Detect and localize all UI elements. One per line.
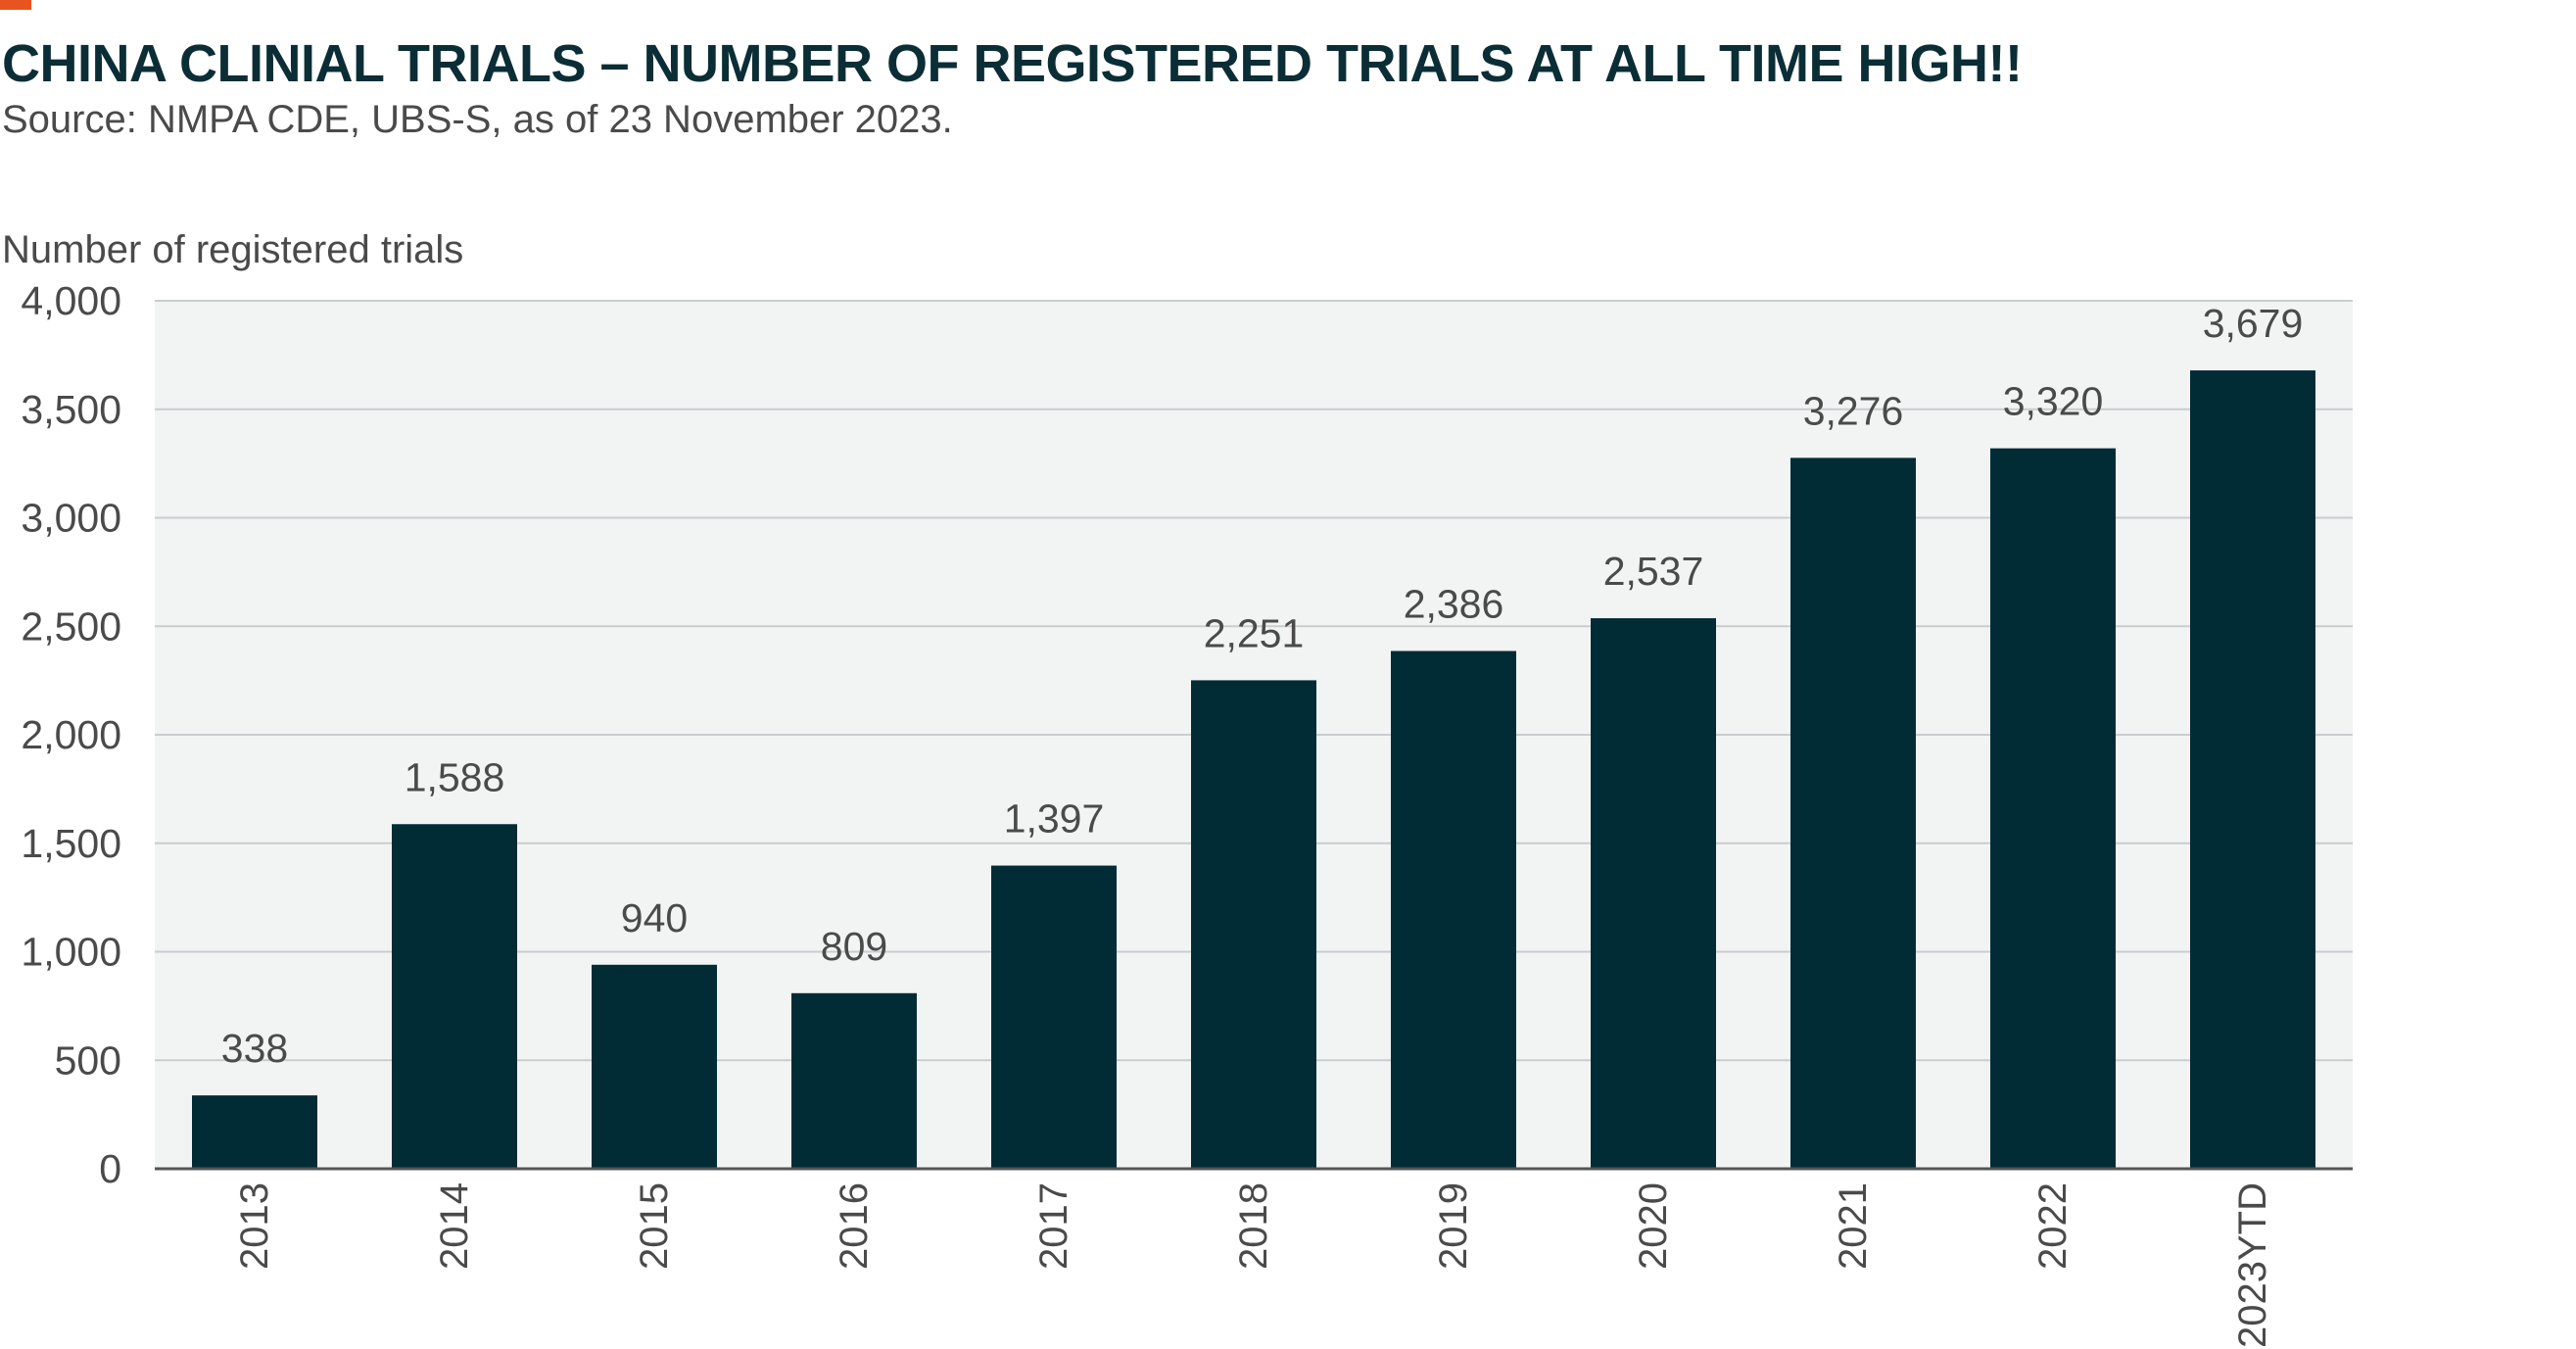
data-label-2022: 3,320 bbox=[2003, 379, 2104, 424]
x-tick-label: 2015 bbox=[633, 1182, 676, 1270]
data-label-2019: 2,386 bbox=[1404, 582, 1504, 627]
x-axis-tick-labels: 2013 2014 2015 2016 2017 2018 2019 2020 2021 2022… bbox=[233, 1182, 2274, 1348]
chart-title: CHINA CLINIAL TRIALS – NUMBER OF REGISTE… bbox=[2, 34, 2023, 93]
x-tick-label: 2019 bbox=[1432, 1182, 1475, 1270]
data-label-2017: 1,397 bbox=[1004, 796, 1105, 842]
bar-2015 bbox=[592, 964, 717, 1169]
x-tick-label: 2020 bbox=[1632, 1182, 1675, 1270]
x-tick-label: 2014 bbox=[433, 1182, 476, 1270]
bar-2019 bbox=[1391, 650, 1516, 1169]
bar-series bbox=[192, 370, 2315, 1170]
bar-2014 bbox=[392, 824, 517, 1169]
x-tick-label: 2018 bbox=[1232, 1182, 1275, 1270]
bar-2017 bbox=[991, 865, 1117, 1169]
bar-2018 bbox=[1191, 680, 1316, 1169]
y-tick-label: 3,000 bbox=[21, 496, 121, 541]
data-label-2021: 3,276 bbox=[1803, 388, 1904, 433]
x-tick-label: 2016 bbox=[833, 1182, 876, 1270]
bar-2023YTD bbox=[2190, 370, 2315, 1169]
data-labels: 338 1,588 940 809 1,397 2,251 2,386 2,537 3,276 3… bbox=[221, 301, 2304, 1071]
x-tick-label: 2023YTD bbox=[2231, 1182, 2274, 1348]
data-label-2023YTD: 3,679 bbox=[2203, 301, 2304, 346]
y-tick-label: 3,500 bbox=[21, 387, 121, 432]
y-tick-label: 4,000 bbox=[21, 278, 121, 323]
y-axis-label: Number of registered trials bbox=[2, 228, 463, 271]
y-tick-label: 1,000 bbox=[21, 930, 121, 975]
data-label-2015: 940 bbox=[621, 895, 688, 940]
bar-2016 bbox=[791, 992, 917, 1169]
y-axis-tick-labels: 0 500 1,000 1,500 2,000 2,500 3,000 3,500 4,000 bbox=[21, 278, 121, 1191]
y-tick-label: 2,500 bbox=[21, 603, 121, 649]
x-tick-label: 2021 bbox=[1832, 1182, 1875, 1270]
data-label-2013: 338 bbox=[221, 1026, 288, 1071]
y-tick-label: 1,500 bbox=[21, 821, 121, 866]
chart-source: Source: NMPA CDE, UBS-S, as of 23 Novemb… bbox=[2, 98, 953, 141]
bar-2022 bbox=[1990, 448, 2116, 1169]
bar-2013 bbox=[192, 1095, 317, 1169]
data-label-2018: 2,251 bbox=[1204, 610, 1305, 655]
x-tick-label: 2022 bbox=[2031, 1182, 2075, 1270]
data-label-2020: 2,537 bbox=[1603, 549, 1704, 594]
y-tick-label: 0 bbox=[99, 1146, 121, 1191]
x-tick-label: 2017 bbox=[1032, 1182, 1075, 1270]
y-tick-label: 2,000 bbox=[21, 712, 121, 757]
bar-2020 bbox=[1591, 618, 1716, 1169]
y-tick-label: 500 bbox=[55, 1037, 121, 1083]
x-tick-label: 2013 bbox=[233, 1182, 276, 1270]
data-label-2016: 809 bbox=[821, 924, 887, 969]
bar-2021 bbox=[1790, 458, 1916, 1170]
accent-mark bbox=[0, 0, 31, 10]
data-label-2014: 1,588 bbox=[405, 754, 505, 799]
